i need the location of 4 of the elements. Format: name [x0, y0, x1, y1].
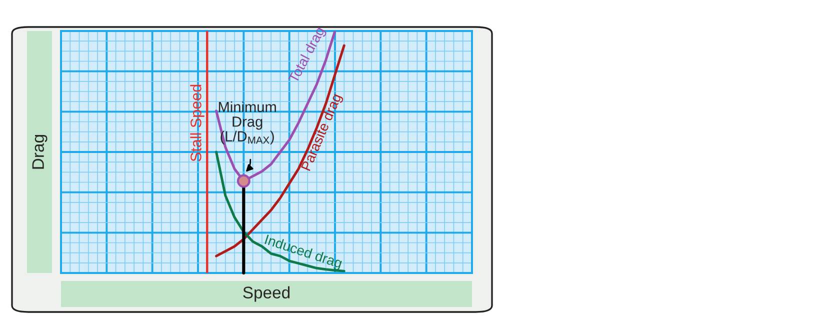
x-axis-title: Speed: [243, 286, 290, 302]
annotation: Stall Speed: [190, 84, 204, 162]
text: Total drag: [288, 26, 328, 85]
y-axis-title: Drag: [32, 135, 48, 169]
